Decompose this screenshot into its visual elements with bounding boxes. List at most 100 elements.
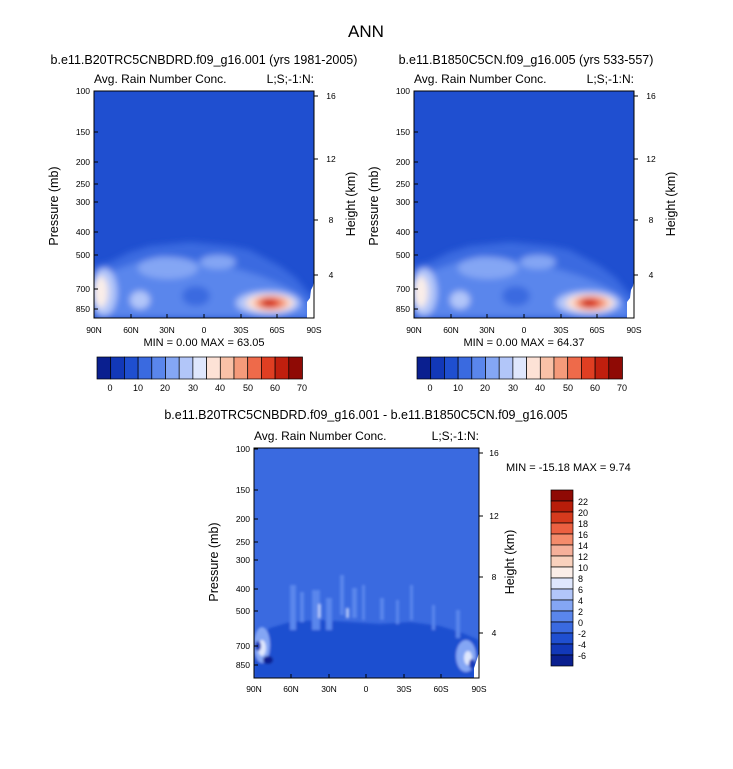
panel-1-ytick: 200 bbox=[76, 157, 90, 167]
panel-3-colorbar-label: -6 bbox=[578, 651, 586, 661]
panel-1-colorbar-box bbox=[137, 356, 153, 380]
panel-3-y2-axis: 16 12 8 4 bbox=[479, 448, 499, 638]
panel-3-right-label: L;S;-1:N: bbox=[432, 429, 479, 443]
panel-2-left-label: Avg. Rain Number Conc. bbox=[414, 72, 547, 86]
panel-3-colorbar-box bbox=[550, 555, 574, 568]
panel-2-ytick: 200 bbox=[396, 157, 410, 167]
panel-1-y2tick: 4 bbox=[329, 270, 334, 280]
panel-2-colorbar-box bbox=[553, 356, 569, 380]
panel-2-colorbar-box bbox=[594, 356, 610, 380]
panel-1-colorbar: 0 10 20 30 40 50 60 70 bbox=[96, 356, 307, 393]
panel-2-colorbar-label: 10 bbox=[453, 383, 463, 393]
panel-2-colorbar-box bbox=[512, 356, 527, 380]
panel-3-colorbar-label: 2 bbox=[578, 607, 583, 617]
panel-1-colorbar-box bbox=[219, 356, 235, 380]
panel-3-colorbar-box bbox=[550, 511, 574, 524]
panel-2-y2tick: 16 bbox=[646, 91, 656, 101]
panel-3-colorbar-box bbox=[550, 632, 574, 645]
panel-1-ytick: 100 bbox=[76, 86, 90, 96]
panel-3-ytick: 250 bbox=[236, 537, 250, 547]
panel-3-colorbar-box bbox=[550, 577, 574, 590]
panel-1-plot-area bbox=[94, 91, 314, 318]
panel-3-y2tick: 8 bbox=[492, 572, 497, 582]
panel-3-ytick: 200 bbox=[236, 514, 250, 524]
panel-3-xtick: 90N bbox=[246, 684, 262, 694]
panel-1-colorbar-label: 70 bbox=[297, 383, 307, 393]
panel-2-xtick: 60N bbox=[443, 325, 459, 335]
panel-3-colorbar-label: 18 bbox=[578, 519, 588, 529]
panel-1-title: b.e11.B20TRC5CNBDRD.f09_g16.001 (yrs 198… bbox=[51, 53, 358, 67]
panel-3-colorbar-label: 8 bbox=[578, 574, 583, 584]
panel-1-ytick: 300 bbox=[76, 197, 90, 207]
panel-2-colorbar-box bbox=[498, 356, 514, 380]
panel-3-ytick: 100 bbox=[236, 444, 250, 454]
panel-1-colorbar-label: 0 bbox=[107, 383, 112, 393]
panel-3-ylabel: Pressure (mb) bbox=[207, 522, 221, 601]
panel-3-x-axis: 90N 60N 30N 0 30S 60S 90S bbox=[246, 674, 487, 694]
panel-1-right-label: L;S;-1:N: bbox=[267, 72, 314, 86]
panel-3-colorbar-box bbox=[550, 533, 574, 546]
panel-2-y2-axis: 16 12 8 4 bbox=[634, 91, 656, 280]
panel-3-y2tick: 4 bbox=[492, 628, 497, 638]
panel-1-colorbar-box bbox=[274, 356, 290, 380]
panel-2-y2tick: 8 bbox=[649, 215, 654, 225]
panel-1-colorbar-box bbox=[124, 356, 139, 380]
panel-1-y2-axis: 16 12 8 4 bbox=[314, 91, 336, 280]
panel-3-colorbar-label: 22 bbox=[578, 497, 588, 507]
panel-3-colorbar-box bbox=[550, 588, 574, 601]
panel-1-mountain-mask bbox=[307, 280, 314, 318]
panel-1-field bbox=[94, 242, 314, 318]
panel-1-xtick: 30N bbox=[159, 325, 175, 335]
panel-2-ytick: 500 bbox=[396, 250, 410, 260]
panel-3-y2label: Height (km) bbox=[503, 530, 517, 595]
panel-3-xtick: 60N bbox=[283, 684, 299, 694]
panel-1-ytick: 150 bbox=[76, 127, 90, 137]
panel-3-colorbar-box bbox=[550, 500, 574, 513]
panel-1-ytick: 400 bbox=[76, 227, 90, 237]
panel-2-colorbar-box bbox=[608, 356, 623, 380]
panel-3-colorbar-label: 0 bbox=[578, 618, 583, 628]
panel-3-xtick: 30S bbox=[396, 684, 411, 694]
panel-3-colorbar-box bbox=[550, 621, 574, 634]
panel-2-colorbar-box bbox=[539, 356, 555, 380]
panel-2-y2tick: 4 bbox=[649, 270, 654, 280]
panel-1-left-label: Avg. Rain Number Conc. bbox=[94, 72, 227, 86]
panel-2-ytick: 850 bbox=[396, 304, 410, 314]
panel-3-colorbar-label: 16 bbox=[578, 530, 588, 540]
panel-1-colorbar-box bbox=[151, 356, 166, 380]
panel-3-colorbar-box bbox=[550, 566, 574, 579]
panel-1-colorbar-box bbox=[247, 356, 262, 380]
chart-panel-1: b.e11.B20TRC5CNBDRD.f09_g16.001 (yrs 198… bbox=[47, 53, 358, 393]
panel-1-xtick: 60N bbox=[123, 325, 139, 335]
panel-2-y2label: Height (km) bbox=[664, 172, 678, 237]
panel-1-y-axis: 100 150 200 250 300 400 500 700 850 bbox=[76, 86, 98, 314]
panel-1-colorbar-box bbox=[206, 356, 221, 380]
panel-3-colorbar-box bbox=[550, 599, 574, 612]
panel-3-colorbar-box bbox=[550, 544, 574, 557]
panel-1-colorbar-label: 30 bbox=[188, 383, 198, 393]
panel-1-colorbar-label: 20 bbox=[160, 383, 170, 393]
panel-1-colorbar-label: 60 bbox=[270, 383, 280, 393]
panel-3-colorbar-label: 14 bbox=[578, 541, 588, 551]
panel-2-colorbar-label: 0 bbox=[427, 383, 432, 393]
panel-2-colorbar-box bbox=[567, 356, 582, 380]
panel-2-colorbar-label: 40 bbox=[535, 383, 545, 393]
panel-2-colorbar-box bbox=[471, 356, 486, 380]
panel-2-y2tick: 12 bbox=[646, 154, 656, 164]
panel-2-right-label: L;S;-1:N: bbox=[587, 72, 634, 86]
panel-1-colorbar-label: 40 bbox=[215, 383, 225, 393]
panel-3-ytick: 500 bbox=[236, 606, 250, 616]
panel-2-xtick: 90N bbox=[406, 325, 422, 335]
panel-3-colorbar-box bbox=[550, 654, 574, 667]
panel-2-xtick: 30S bbox=[553, 325, 568, 335]
panel-3-colorbar-label: -4 bbox=[578, 640, 586, 650]
panel-2-colorbar-box bbox=[485, 356, 500, 380]
panel-2-colorbar-label: 60 bbox=[590, 383, 600, 393]
panel-3-colorbar-label: 6 bbox=[578, 585, 583, 595]
panel-1-colorbar-box bbox=[96, 356, 112, 380]
panel-1-colorbar-box bbox=[233, 356, 249, 380]
panel-2-colorbar-label: 20 bbox=[480, 383, 490, 393]
panel-2-x-axis: 90N 60N 30N 0 30S 60S 90S bbox=[406, 314, 642, 335]
panel-2-mountain-mask bbox=[627, 280, 634, 318]
